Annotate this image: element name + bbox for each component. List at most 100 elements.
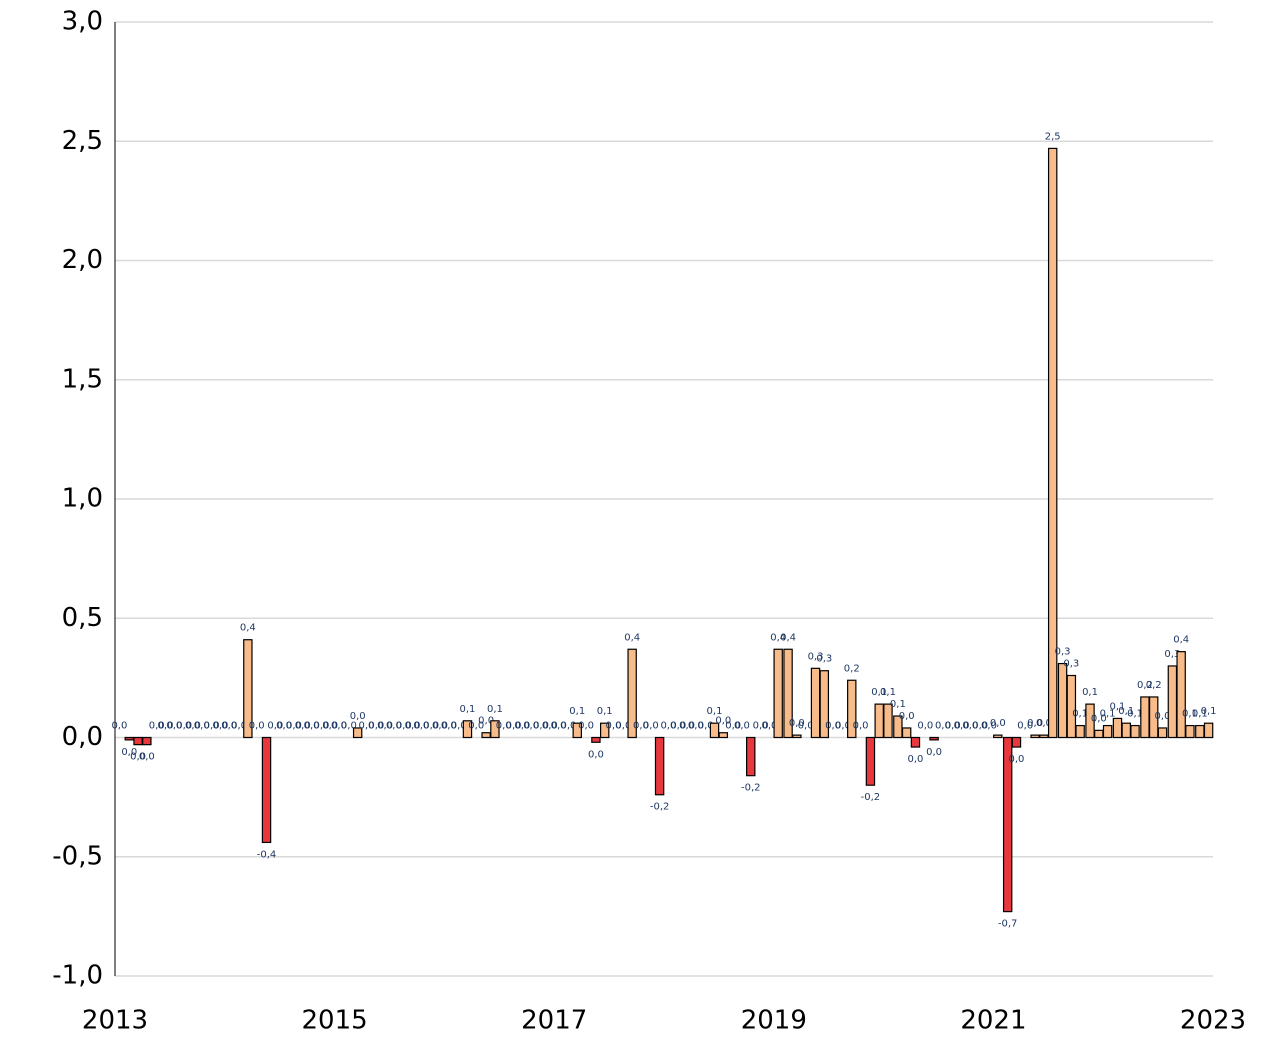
bar [929,736,939,741]
bar [1176,651,1186,739]
value-label: 0,1 [1110,701,1126,712]
value-label: 0,0 [753,721,769,732]
value-label: 0,4 [624,632,640,643]
bar [1121,722,1131,739]
bar [709,722,720,739]
value-label: 0,1 [1082,687,1098,698]
value-label: 0,4 [780,632,796,643]
value-label: 0,0 [561,721,577,732]
value-label: 0,0 [185,721,201,732]
value-label: 0,0 [468,721,484,732]
value-label: 0,0 [350,711,366,722]
value-label: 0,3 [1063,658,1079,669]
value-label: 0,0 [166,721,182,732]
value-label: 0,4 [1173,635,1189,646]
value-label: 0,0 [432,721,448,732]
value-label: 0,0 [341,721,357,732]
value-label: -0,2 [861,792,881,803]
value-label: 0,0 [542,721,558,732]
value-label: 0,0 [304,721,320,732]
value-label: 0,1 [460,704,476,715]
bar [1167,665,1178,739]
value-label: 0,4 [770,632,786,643]
value-label: 0,0 [962,721,978,732]
value-label: 0,0 [926,747,942,758]
bar [1140,696,1150,739]
value-label: 0,0 [267,721,283,732]
value-label: 0,1 [1127,709,1143,720]
y-tick-label: 0,5 [62,603,103,633]
value-label: 0,0 [231,721,247,732]
value-label: 0,1 [1201,706,1217,717]
bar [1195,724,1205,739]
y-tick-label: 2,5 [62,126,103,156]
value-label: 0,1 [597,706,613,717]
value-label: 0,0 [972,721,988,732]
value-label: 0,0 [331,721,347,732]
bar [591,736,601,743]
bar [993,734,1003,739]
value-label: 0,3 [816,654,832,665]
bar [1047,147,1058,739]
bar [1094,729,1104,739]
value-label: 0,0 [441,721,457,732]
value-label: 0,0 [688,721,704,732]
value-label: 0,1 [871,687,887,698]
value-label: 0,0 [715,716,731,727]
value-label: 0,0 [633,721,649,732]
y-tick-label: -0,5 [52,841,103,871]
value-label: 0,0 [990,718,1006,729]
value-label: 0,3 [1055,647,1071,658]
value-label: 0,0 [789,718,805,729]
value-label: -0,7 [998,919,1018,930]
x-tick-label: 2019 [741,1006,807,1036]
value-label: 0,0 [496,721,512,732]
value-label: 0,0 [1017,721,1033,732]
value-label: 0,0 [130,752,146,763]
value-label: 0,2 [1137,680,1153,691]
bar [1203,722,1214,739]
bar [1085,703,1095,739]
value-label: 0,0 [176,721,192,732]
bar [1157,727,1168,739]
value-label: 0,0 [158,721,174,732]
value-label: 0,0 [660,721,676,732]
value-label: 0,0 [322,721,338,732]
bar [243,639,253,739]
bar [865,736,876,786]
value-label: 0,0 [514,721,530,732]
x-tick-label: 2013 [82,1006,148,1036]
value-label: 0,0 [588,749,604,760]
value-label: 0,0 [899,711,915,722]
x-tick-label: 2021 [960,1006,1026,1036]
value-label: 0,0 [523,721,539,732]
value-label: 0,0 [413,721,429,732]
bar [142,736,152,746]
bar [783,648,793,739]
bar [874,703,884,739]
value-label: 0,1 [569,706,585,717]
bar [1011,736,1022,748]
bar [1112,717,1123,739]
value-label: 0,0 [204,721,220,732]
bar [893,715,903,739]
value-label: 0,0 [423,721,439,732]
bar [883,703,893,739]
value-label: 0,0 [643,721,659,732]
value-label: 0,1 [880,687,896,698]
value-label: 0,0 [825,721,841,732]
bar [124,736,134,741]
value-label: 0,1 [707,706,723,717]
value-label: 0,0 [670,721,686,732]
value-label: 0,0 [917,721,933,732]
bar [810,667,821,739]
value-label: 0,0 [212,721,228,732]
value-label: 0,1 [890,699,906,710]
value-label: 0,0 [945,721,961,732]
value-label: 0,0 [1036,718,1052,729]
value-label: 0,0 [194,721,210,732]
bar [1185,724,1195,739]
value-label: 2,5 [1045,131,1061,142]
value-label: 0,0 [377,721,393,732]
y-tick-label: 3,0 [62,7,103,37]
